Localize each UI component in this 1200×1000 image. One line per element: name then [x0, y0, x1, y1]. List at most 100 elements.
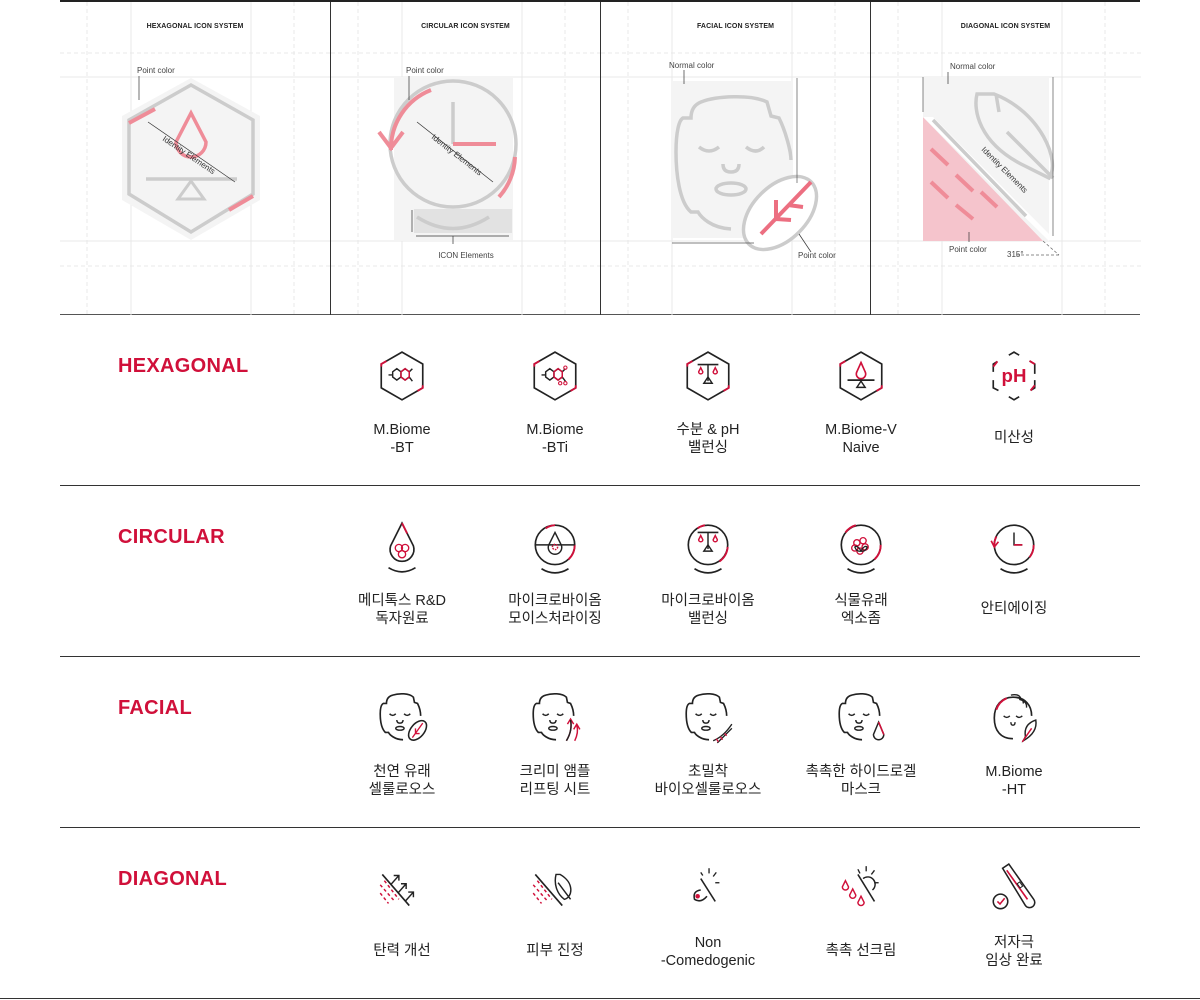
icon-label-line: 피부 진정: [526, 943, 584, 959]
icon-label: 안티에이징: [939, 600, 1089, 618]
face-leaf-icon: [379, 692, 428, 741]
icon-elements-note: ICON Elements: [438, 251, 494, 260]
icon-label-line: Naive: [842, 440, 880, 456]
panel-title: CIRCULAR ICON SYSTEM: [421, 23, 510, 30]
icon-item: 초밀착 바이오셀룰로오스: [633, 691, 783, 799]
icon-label: Non -Comedogenic: [633, 934, 783, 970]
section-title: FACIAL: [118, 697, 193, 719]
icon-item: M.Biome -HT: [939, 691, 1089, 799]
icon-label: 미산성: [939, 429, 1089, 447]
diag-leaf-icon: [532, 873, 572, 907]
icon-label-line: 천연 유래: [373, 764, 431, 780]
icon-label: 탄력 개선: [327, 942, 477, 960]
icon-item: Non -Comedogenic: [633, 862, 783, 970]
icon-label: 촉촉 선크림: [786, 942, 936, 960]
icon-label-line: 크리미 앰플: [519, 764, 591, 780]
icon-item: 촉촉한 하이드로겔 마스크: [786, 691, 936, 799]
icon-item: 탄력 개선: [327, 862, 477, 960]
section-title: HEXAGONAL: [118, 355, 249, 377]
icon-item: 피부 진정: [480, 862, 630, 960]
face-drop-icon: [838, 692, 885, 741]
icon-label-line: 수분 & pH: [676, 422, 740, 438]
icon-label-line: 안티에이징: [980, 601, 1048, 617]
icon-item: 안티에이징: [939, 520, 1089, 618]
section-title: DIAGONAL: [118, 868, 228, 890]
hex-molecule-icon: [380, 351, 424, 401]
icon-label-line: Non: [694, 935, 722, 951]
icon-label-line: 엑소좀: [840, 611, 882, 627]
icon-label-line: 셀룰로오스: [368, 782, 436, 798]
icon-label-line: 촉촉한 하이드로겔: [805, 764, 917, 780]
icon-item: M.Biome -BTi: [480, 349, 630, 457]
icon-item: 촉촉 선크림: [786, 862, 936, 960]
point-color-note: Point color: [137, 66, 175, 75]
icon-label-line: 식물유래: [834, 593, 888, 609]
icon-label-line: 밸런싱: [687, 611, 729, 627]
icon-label-line: 모이스처라이징: [508, 611, 602, 627]
icon-label: 수분 & pH 밸런싱: [633, 421, 783, 457]
icon-label-line: M.Biome: [985, 764, 1043, 780]
icon-label: 저자극 임상 완료: [939, 934, 1089, 970]
icon-label-line: M.Biome: [526, 422, 584, 438]
icon-label-line: 초밀착: [687, 764, 729, 780]
hex-ph-icon: pH: [992, 351, 1036, 401]
icon-label-line: M.Biome-V: [825, 422, 897, 438]
icon-item: pH 미산성: [939, 349, 1089, 447]
icon-label-line: -Comedogenic: [660, 953, 756, 969]
icon-label-line: 마이크로바이옴: [508, 593, 602, 609]
icon-label-line: 마이크로바이옴: [661, 593, 755, 609]
point-color-note: Point color: [798, 251, 836, 260]
diagonal-diagram: Normal color Identity Elements Point col…: [871, 2, 1141, 315]
panel-circular: Point color Identity Elements ICON Eleme…: [330, 2, 601, 315]
diag-test-tube-icon: [992, 863, 1036, 910]
section-title: CIRCULAR: [118, 526, 225, 548]
icon-label-line: 밸런싱: [687, 440, 729, 456]
diag-sun-drops-icon: [841, 866, 879, 907]
icon-label-line: 탄력 개선: [373, 943, 431, 959]
icon-label: 촉촉한 하이드로겔 마스크: [786, 763, 936, 799]
normal-color-note: Normal color: [950, 62, 996, 71]
panel-diagonal: Normal color Identity Elements Point col…: [870, 2, 1141, 315]
angle-note: 315°: [1007, 250, 1024, 259]
icon-label-line: -BT: [390, 440, 414, 456]
section-hexagonal: HEXAGONAL M.Biome -BT M.Biome -BTi 수분 & pH…: [60, 315, 1140, 486]
icon-label: M.Biome -BTi: [480, 421, 630, 457]
point-color-note: Point color: [949, 245, 987, 254]
circ-drop-hex-icon: [388, 521, 416, 573]
panel-title: HEXAGONAL ICON SYSTEM: [146, 23, 244, 30]
face-hair-leaf-icon: [993, 693, 1037, 743]
icon-label-line: 리프팅 시트: [519, 782, 591, 798]
circ-clock-icon: [990, 524, 1035, 574]
section-diagonal: DIAGONAL 탄력 개선 피부 진정 Non -Comedogenic 촉촉 …: [60, 828, 1140, 999]
panel-title: DIAGONAL ICON SYSTEM: [960, 23, 1051, 30]
icon-label-line: 메디톡스 R&D: [357, 593, 446, 609]
diag-pore-icon: [693, 868, 720, 902]
icon-label-line: 촉촉 선크림: [825, 943, 897, 959]
hex-molecule-i-icon: [533, 351, 577, 401]
hex-scale-icon: [686, 351, 730, 401]
face-arrows-icon: [532, 692, 581, 742]
icon-item: 저자극 임상 완료: [939, 862, 1089, 970]
normal-color-note: Normal color: [669, 61, 715, 70]
icon-label-line: 미산성: [993, 430, 1035, 446]
icon-label-line: M.Biome: [373, 422, 431, 438]
icon-item: M.Biome -BT: [327, 349, 477, 457]
bottom-divider: [0, 998, 1200, 999]
face-dna-icon: [685, 692, 733, 744]
icon-label-line: 임상 완료: [985, 953, 1043, 969]
hex-drop-balance-icon: [839, 351, 883, 401]
icon-item: 수분 & pH 밸런싱: [633, 349, 783, 457]
icon-label: 메디톡스 R&D 독자원료: [327, 592, 477, 628]
icon-label-line: -BTi: [541, 440, 569, 456]
icon-item: 메디톡스 R&D 독자원료: [327, 520, 477, 628]
circ-drop-gear-icon: [534, 524, 576, 574]
